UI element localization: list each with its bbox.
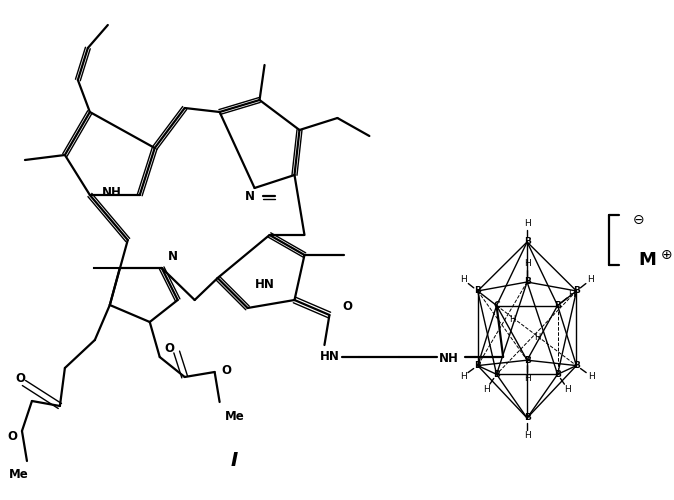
Text: ⊕: ⊕ <box>661 248 673 262</box>
Text: H: H <box>460 372 466 380</box>
Text: B: B <box>524 278 530 286</box>
Text: I: I <box>231 450 238 469</box>
Text: H: H <box>587 276 594 284</box>
Text: H: H <box>509 316 516 324</box>
Text: Me: Me <box>224 410 245 422</box>
Text: B: B <box>493 370 500 379</box>
Text: H: H <box>588 372 594 380</box>
Text: NH: NH <box>102 186 122 200</box>
Text: H: H <box>564 384 571 394</box>
Text: HN: HN <box>255 278 274 291</box>
Text: B: B <box>573 361 580 370</box>
Text: H: H <box>460 276 467 284</box>
Text: H: H <box>524 260 530 268</box>
Text: H: H <box>534 334 541 342</box>
Text: B: B <box>573 286 580 296</box>
Text: M: M <box>638 251 656 269</box>
Text: B: B <box>554 370 561 379</box>
Text: Me: Me <box>9 468 29 481</box>
Text: H: H <box>524 432 530 440</box>
Text: N: N <box>245 190 255 202</box>
Text: O: O <box>7 430 17 442</box>
Text: O: O <box>222 364 232 376</box>
Text: N: N <box>168 250 178 262</box>
Text: HN: HN <box>319 350 340 364</box>
Text: ⊖: ⊖ <box>633 213 645 227</box>
Text: H: H <box>483 384 490 394</box>
Text: B: B <box>524 238 530 246</box>
Text: H: H <box>524 220 530 228</box>
Text: B: B <box>474 361 481 370</box>
Text: H: H <box>524 374 530 382</box>
Text: B: B <box>524 356 530 364</box>
Text: O: O <box>15 372 25 386</box>
Text: NH: NH <box>439 352 459 364</box>
Text: B: B <box>524 414 530 422</box>
Text: O: O <box>342 300 353 314</box>
Text: B: B <box>554 301 561 310</box>
Text: H: H <box>568 290 575 299</box>
Text: B: B <box>474 286 481 296</box>
Text: C: C <box>493 301 500 310</box>
Text: O: O <box>164 342 175 355</box>
